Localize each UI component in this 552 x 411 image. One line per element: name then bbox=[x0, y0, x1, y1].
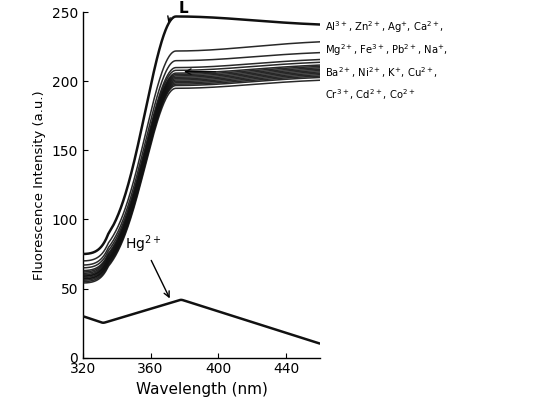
Text: $\mathbf{L}$: $\mathbf{L}$ bbox=[178, 0, 189, 16]
Text: Al$^{3+}$, Zn$^{2+}$, Ag$^{+}$, Ca$^{2+}$,
Mg$^{2+}$, Fe$^{3+}$, Pb$^{2+}$, Na$^: Al$^{3+}$, Zn$^{2+}$, Ag$^{+}$, Ca$^{2+}… bbox=[325, 19, 448, 102]
X-axis label: Wavelength (nm): Wavelength (nm) bbox=[136, 382, 267, 397]
Text: Hg$^{2+}$: Hg$^{2+}$ bbox=[125, 233, 169, 297]
Y-axis label: Fluorescence Intensity (a.u.): Fluorescence Intensity (a.u.) bbox=[33, 90, 46, 280]
